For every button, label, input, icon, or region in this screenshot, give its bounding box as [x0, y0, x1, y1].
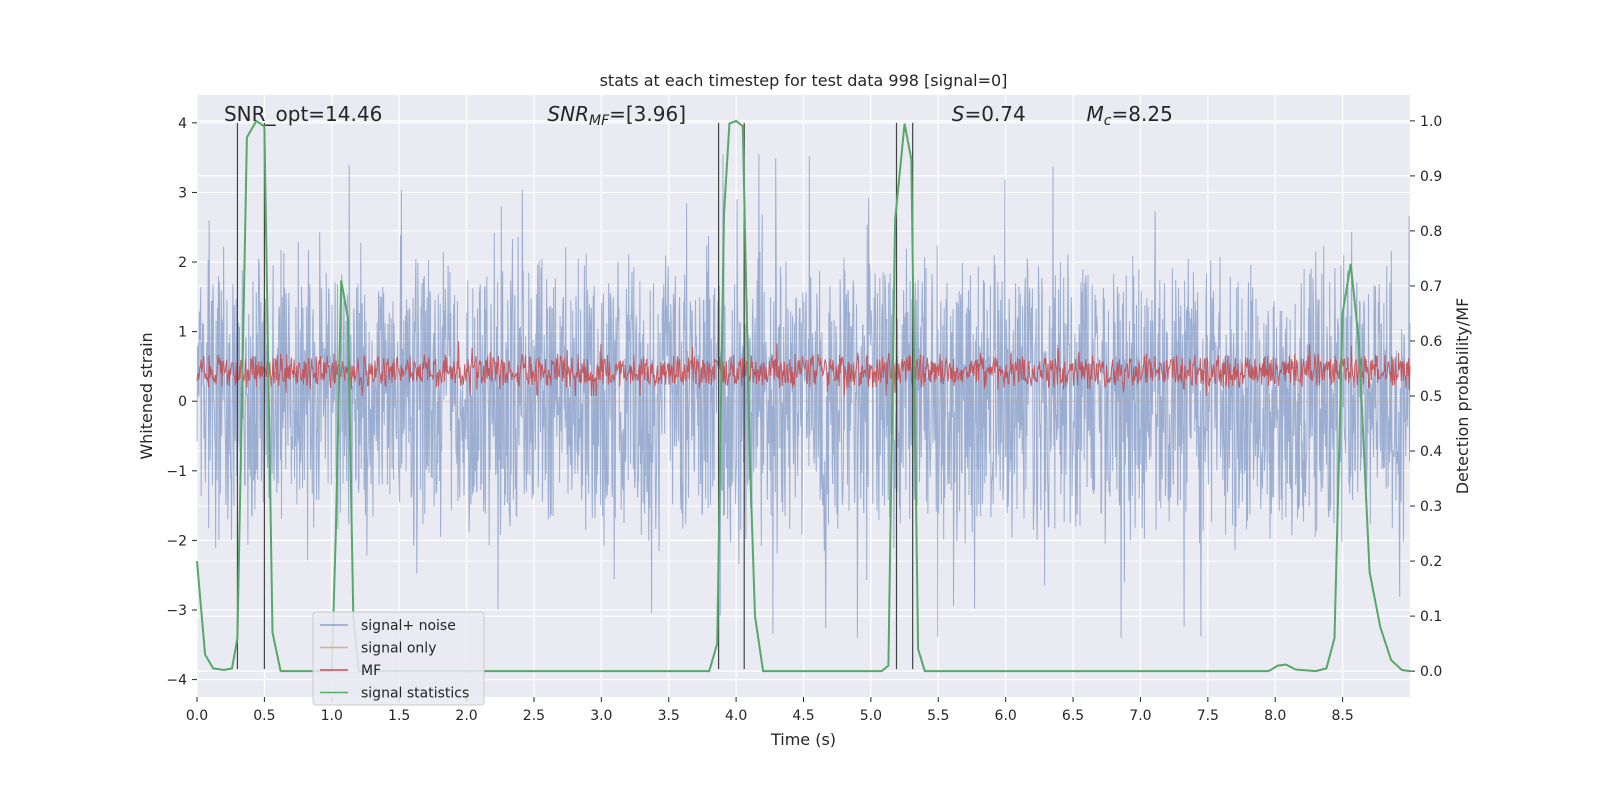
- noise-trace: [196, 154, 1411, 638]
- legend-box: [312, 611, 485, 706]
- annotation-mc: Mc=8.25: [1087, 102, 1173, 129]
- y-tick-label-left: −3: [166, 603, 187, 619]
- y-tick-label-left: 1: [178, 325, 187, 341]
- x-tick-label: 3.5: [658, 708, 680, 724]
- y-tick-label-right: 1.0: [1420, 114, 1442, 130]
- y-tick-label-left: −1: [166, 464, 187, 480]
- y-tick-label-left: 0: [178, 394, 187, 410]
- x-tick-label: 5.0: [860, 708, 882, 724]
- y-tick-label-left: 4: [178, 116, 187, 132]
- x-tick-label: 2.0: [455, 708, 477, 724]
- signal-statistics-line: [196, 119, 1411, 673]
- chart-title: stats at each timestep for test data 998…: [600, 71, 1008, 90]
- x-tick-label: 8.0: [1264, 708, 1286, 724]
- x-axis-label: Time (s): [770, 730, 836, 749]
- series-signal-noise: [196, 154, 1411, 638]
- x-tick-label: 4.5: [792, 708, 814, 724]
- x-tick-label: 6.0: [995, 708, 1017, 724]
- x-tick-label: 0.0: [186, 708, 208, 724]
- x-tick-label: 7.0: [1129, 708, 1151, 724]
- y-axis-label-left: Whitened strain: [137, 332, 156, 459]
- y-tick-label-right: 0.4: [1420, 444, 1442, 460]
- x-tick-label: 0.5: [253, 708, 275, 724]
- y-tick-label-right: 0.6: [1420, 334, 1442, 350]
- y-tick-label-left: −2: [166, 533, 187, 549]
- legend-entry-signal-noise: signal+ noise: [361, 618, 456, 634]
- mf-trace: [196, 341, 1411, 397]
- y-tick-label-right: 0.8: [1420, 224, 1442, 240]
- legend-entry-signal-only: signal only: [361, 641, 436, 657]
- annotation-s: S=0.74: [952, 102, 1026, 126]
- legend-entry-signal-statistics: signal statistics: [361, 686, 469, 702]
- y-tick-label-left: −4: [166, 673, 187, 689]
- x-tick-label: 7.5: [1197, 708, 1219, 724]
- axes-ticks: 0.0 0.5 1.0 1.5 2.0 2.5 3.0 3.5 4.0 4.5 5.0 5.5 6.0 6…: [166, 114, 1442, 724]
- x-tick-label: 6.5: [1062, 708, 1084, 724]
- legend: signal+ noise signal only MF signal statist…: [312, 611, 485, 706]
- y-tick-label-right: 0.7: [1420, 279, 1442, 295]
- legend-entry-mf: MF: [361, 663, 381, 679]
- x-tick-label: 4.0: [725, 708, 747, 724]
- y-tick-label-left: 2: [178, 255, 187, 271]
- y-tick-label-right: 0.2: [1420, 554, 1442, 570]
- series-signal-statistics: [196, 119, 1411, 673]
- y-tick-label-right: 0.3: [1420, 499, 1442, 515]
- x-tick-label: 2.5: [523, 708, 545, 724]
- x-tick-label: 1.5: [388, 708, 410, 724]
- y-tick-label-right: 0.9: [1420, 169, 1442, 185]
- y-tick-label-left: 3: [178, 185, 187, 201]
- annotation-snr-opt: SNR_opt=14.46: [224, 102, 382, 126]
- x-tick-label: 5.5: [927, 708, 949, 724]
- y-tick-label-right: 0.5: [1420, 389, 1442, 405]
- y-tick-label-right: 0.0: [1420, 664, 1442, 680]
- x-tick-label: 8.5: [1331, 708, 1353, 724]
- annotation-snr-mf: SNRMF=[3.96]: [547, 102, 686, 129]
- x-tick-label: 1.0: [321, 708, 343, 724]
- series-mf: [196, 341, 1411, 397]
- y-axis-label-right: Detection probability/MF: [1453, 298, 1472, 495]
- y-tick-label-right: 0.1: [1420, 609, 1442, 625]
- x-tick-label: 3.0: [590, 708, 612, 724]
